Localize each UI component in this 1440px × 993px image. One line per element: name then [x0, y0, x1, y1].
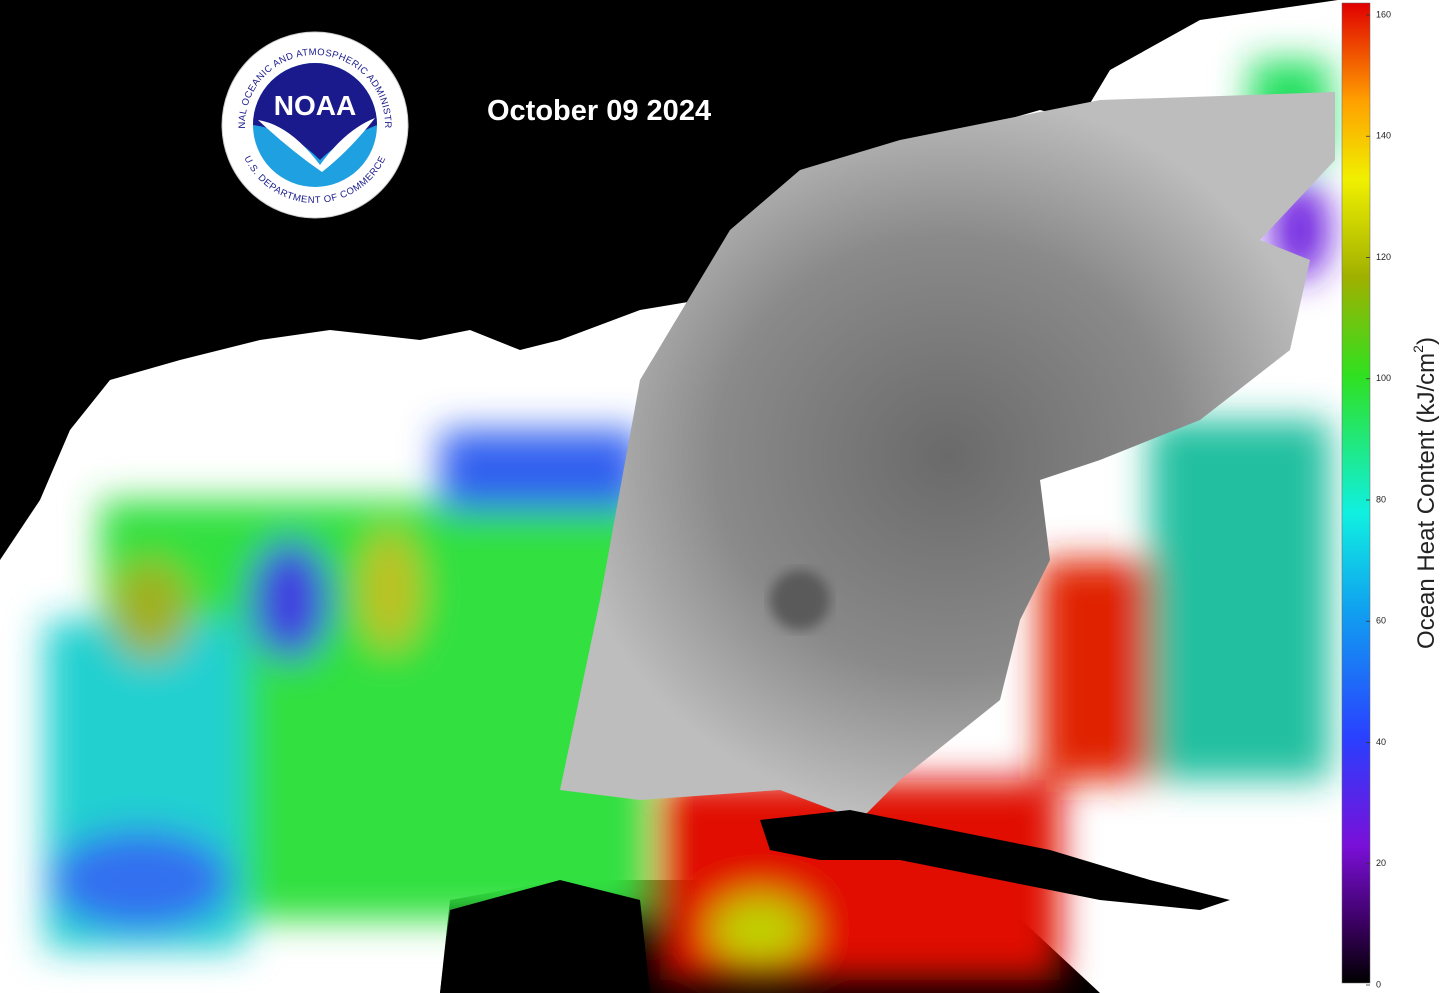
colorbar — [1341, 2, 1371, 984]
colorbar-label-main: Ocean Heat Content (kJ/cm — [1413, 353, 1440, 649]
date-title: October 09 2024 — [487, 95, 711, 127]
island — [760, 810, 1230, 910]
peninsula — [440, 880, 650, 993]
colorbar-label-close: ) — [1413, 337, 1440, 345]
colorbar-tick-label: 120 — [1376, 252, 1391, 262]
colorbar-label-sup: 2 — [1410, 345, 1426, 353]
colorbar-tick-label: 80 — [1376, 494, 1386, 504]
colorbar-label: Ocean Heat Content (kJ/cm2) — [1410, 337, 1440, 649]
hurricane-cloud — [560, 92, 1335, 820]
hurricane-eye — [770, 570, 830, 630]
colorbar-tick-label: 0 — [1376, 979, 1381, 989]
colorbar-tick-label: 160 — [1376, 9, 1391, 19]
colorbar-tick-label: 100 — [1376, 373, 1391, 383]
logo-acronym: NOAA — [274, 90, 356, 121]
colorbar-tick-label: 60 — [1376, 616, 1386, 626]
colorbar-tick-label: 40 — [1376, 737, 1386, 747]
heat-field — [45, 60, 1330, 980]
colorbar-tick-label: 140 — [1376, 131, 1391, 141]
colorbar-tick-label: 20 — [1376, 858, 1386, 868]
